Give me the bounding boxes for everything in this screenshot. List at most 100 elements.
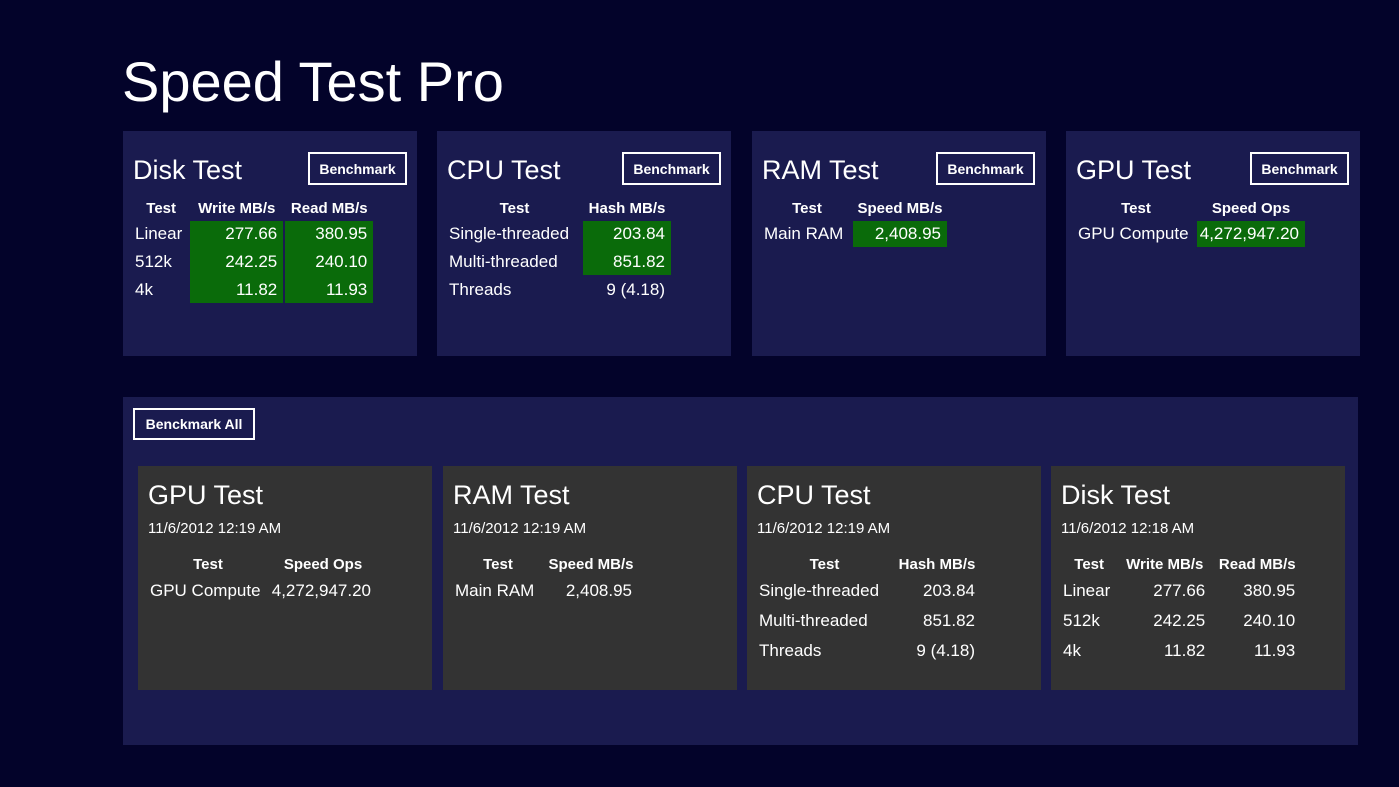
column-header-test: Test [499,199,530,217]
column-header-hash: Hash MB/s [898,555,976,573]
row-label: Single-threaded [449,224,570,243]
ram-test-panel: RAM Test Benchmark Test Speed MB/s Main … [752,131,1046,356]
row-label: GPU Compute [1078,224,1189,243]
hash-value: 203.84 [583,221,671,247]
row-label: 512k [1063,611,1100,630]
table-header-row: Test Speed Ops [1077,195,1305,221]
row-label: Single-threaded [759,581,880,600]
history-ram-title: RAM Test [453,480,570,510]
app-title: Speed Test Pro [122,50,504,113]
gpu-test-panel: GPU Test Benchmark Test Speed Ops GPU Co… [1066,131,1360,356]
read-value: 380.95 [285,221,374,247]
column-header-write: Write MB/s [198,199,276,217]
table-header-row: Test Speed MB/s [763,195,947,221]
row-label: 512k [135,252,172,271]
history-gpu-title: GPU Test [148,480,264,510]
write-value: 277.66 [190,221,284,247]
column-header-test: Test [146,199,176,217]
row-label: Linear [1063,581,1111,600]
table-header-row: Test Speed Ops [149,551,377,577]
row-label: Multi-threaded [759,611,868,630]
cpu-test-title: CPU Test [447,155,561,185]
table-row: 512k 242.25 240.10 [134,247,374,275]
table-row: Main RAM 2,408.95 [763,221,947,247]
ram-test-title: RAM Test [762,155,879,185]
history-cpu-table: Test Hash MB/s Single-threaded 203.84 Mu… [756,551,983,665]
column-header-test: Test [193,555,223,573]
column-header-speed: Speed MB/s [548,555,634,573]
column-header-hash: Hash MB/s [588,199,666,217]
read-value: 11.93 [1253,641,1296,660]
column-header-speed: Speed MB/s [857,199,943,217]
table-row: Single-threaded 203.84 [448,221,671,247]
write-value: 242.25 [190,247,284,275]
column-header-test: Test [792,199,822,217]
gpu-benchmark-button[interactable]: Benchmark [1250,152,1349,185]
write-value: 242.25 [1153,611,1206,630]
row-label: Threads [759,641,822,660]
row-label: Main RAM [455,581,535,600]
ram-benchmark-button[interactable]: Benchmark [936,152,1035,185]
table-header-row: Test Write MB/s Read MB/s [134,195,373,221]
gpu-results-table: Test Speed Ops GPU Compute 4,272,947.20 [1075,195,1307,247]
table-row: 4k 11.82 11.93 [1062,635,1301,665]
table-row: GPU Compute 4,272,947.20 [1077,221,1305,247]
history-cpu-title: CPU Test [757,480,871,510]
speed-value: 4,272,947.20 [1197,221,1305,247]
table-header-row: Test Hash MB/s [448,195,671,221]
table-row: 4k 11.82 11.93 [134,275,374,303]
table-row: 512k 242.25 240.10 [1062,605,1301,635]
history-disk-card: Disk Test 11/6/2012 12:18 AM Test Write … [1051,466,1345,690]
column-header-test: Test [809,555,840,573]
history-disk-date: 11/6/2012 12:18 AM [1061,520,1195,537]
speed-value: 2,408.95 [853,221,947,247]
table-header-row: Test Write MB/s Read MB/s [1062,551,1301,577]
history-gpu-table: Test Speed Ops GPU Compute 4,272,947.20 [147,551,379,605]
disk-test-panel: Disk Test Benchmark Test Write MB/s Read… [123,131,417,356]
column-header-write: Write MB/s [1126,555,1204,573]
history-cpu-date: 11/6/2012 12:19 AM [757,520,891,537]
gpu-test-title: GPU Test [1076,155,1192,185]
read-value: 240.10 [285,247,374,275]
table-row: GPU Compute 4,272,947.20 [149,577,377,605]
write-value: 11.82 [190,275,284,303]
history-gpu-card: GPU Test 11/6/2012 12:19 AM Test Speed O… [138,466,432,690]
cpu-benchmark-button[interactable]: Benchmark [622,152,721,185]
history-ram-card: RAM Test 11/6/2012 12:19 AM Test Speed M… [443,466,737,690]
row-label: 4k [1063,641,1081,660]
hash-value: 851.82 [583,247,671,275]
threads-value: 9 (4.18) [606,280,665,299]
read-value: 380.95 [1243,581,1296,600]
history-ram-table: Test Speed MB/s Main RAM 2,408.95 [452,551,640,605]
column-header-speed: Speed Ops [1211,199,1291,217]
benchmark-all-button[interactable]: Benckmark All [133,408,255,440]
column-header-test: Test [1074,555,1104,573]
table-row: Linear 277.66 380.95 [1062,577,1301,605]
row-label: Main RAM [764,224,844,243]
table-header-row: Test Speed MB/s [454,551,638,577]
row-label: Multi-threaded [449,252,558,271]
table-row: Threads 9 (4.18) [758,635,981,665]
speed-value: 4,272,947.20 [271,581,371,600]
row-label: 4k [135,280,153,299]
write-value: 11.82 [1163,641,1206,660]
table-row: Threads 9 (4.18) [448,275,671,303]
table-row: Single-threaded 203.84 [758,577,981,605]
threads-value: 9 (4.18) [916,641,975,660]
history-ram-date: 11/6/2012 12:19 AM [453,520,587,537]
disk-results-table: Test Write MB/s Read MB/s Linear 277.66 … [132,195,375,303]
table-row: Multi-threaded 851.82 [448,247,671,275]
hash-value: 851.82 [923,611,975,630]
row-label: Threads [449,280,512,299]
row-label: Linear [135,224,183,243]
column-header-read: Read MB/s [1218,555,1296,573]
disk-benchmark-button[interactable]: Benchmark [308,152,407,185]
table-row: Linear 277.66 380.95 [134,221,374,247]
hash-value: 203.84 [923,581,975,600]
column-header-speed: Speed Ops [283,555,363,573]
cpu-test-panel: CPU Test Benchmark Test Hash MB/s Single… [437,131,731,356]
table-header-row: Test Hash MB/s [758,551,981,577]
read-value: 240.10 [1243,611,1296,630]
history-disk-table: Test Write MB/s Read MB/s Linear 277.66 … [1060,551,1303,665]
table-row: Multi-threaded 851.82 [758,605,981,635]
